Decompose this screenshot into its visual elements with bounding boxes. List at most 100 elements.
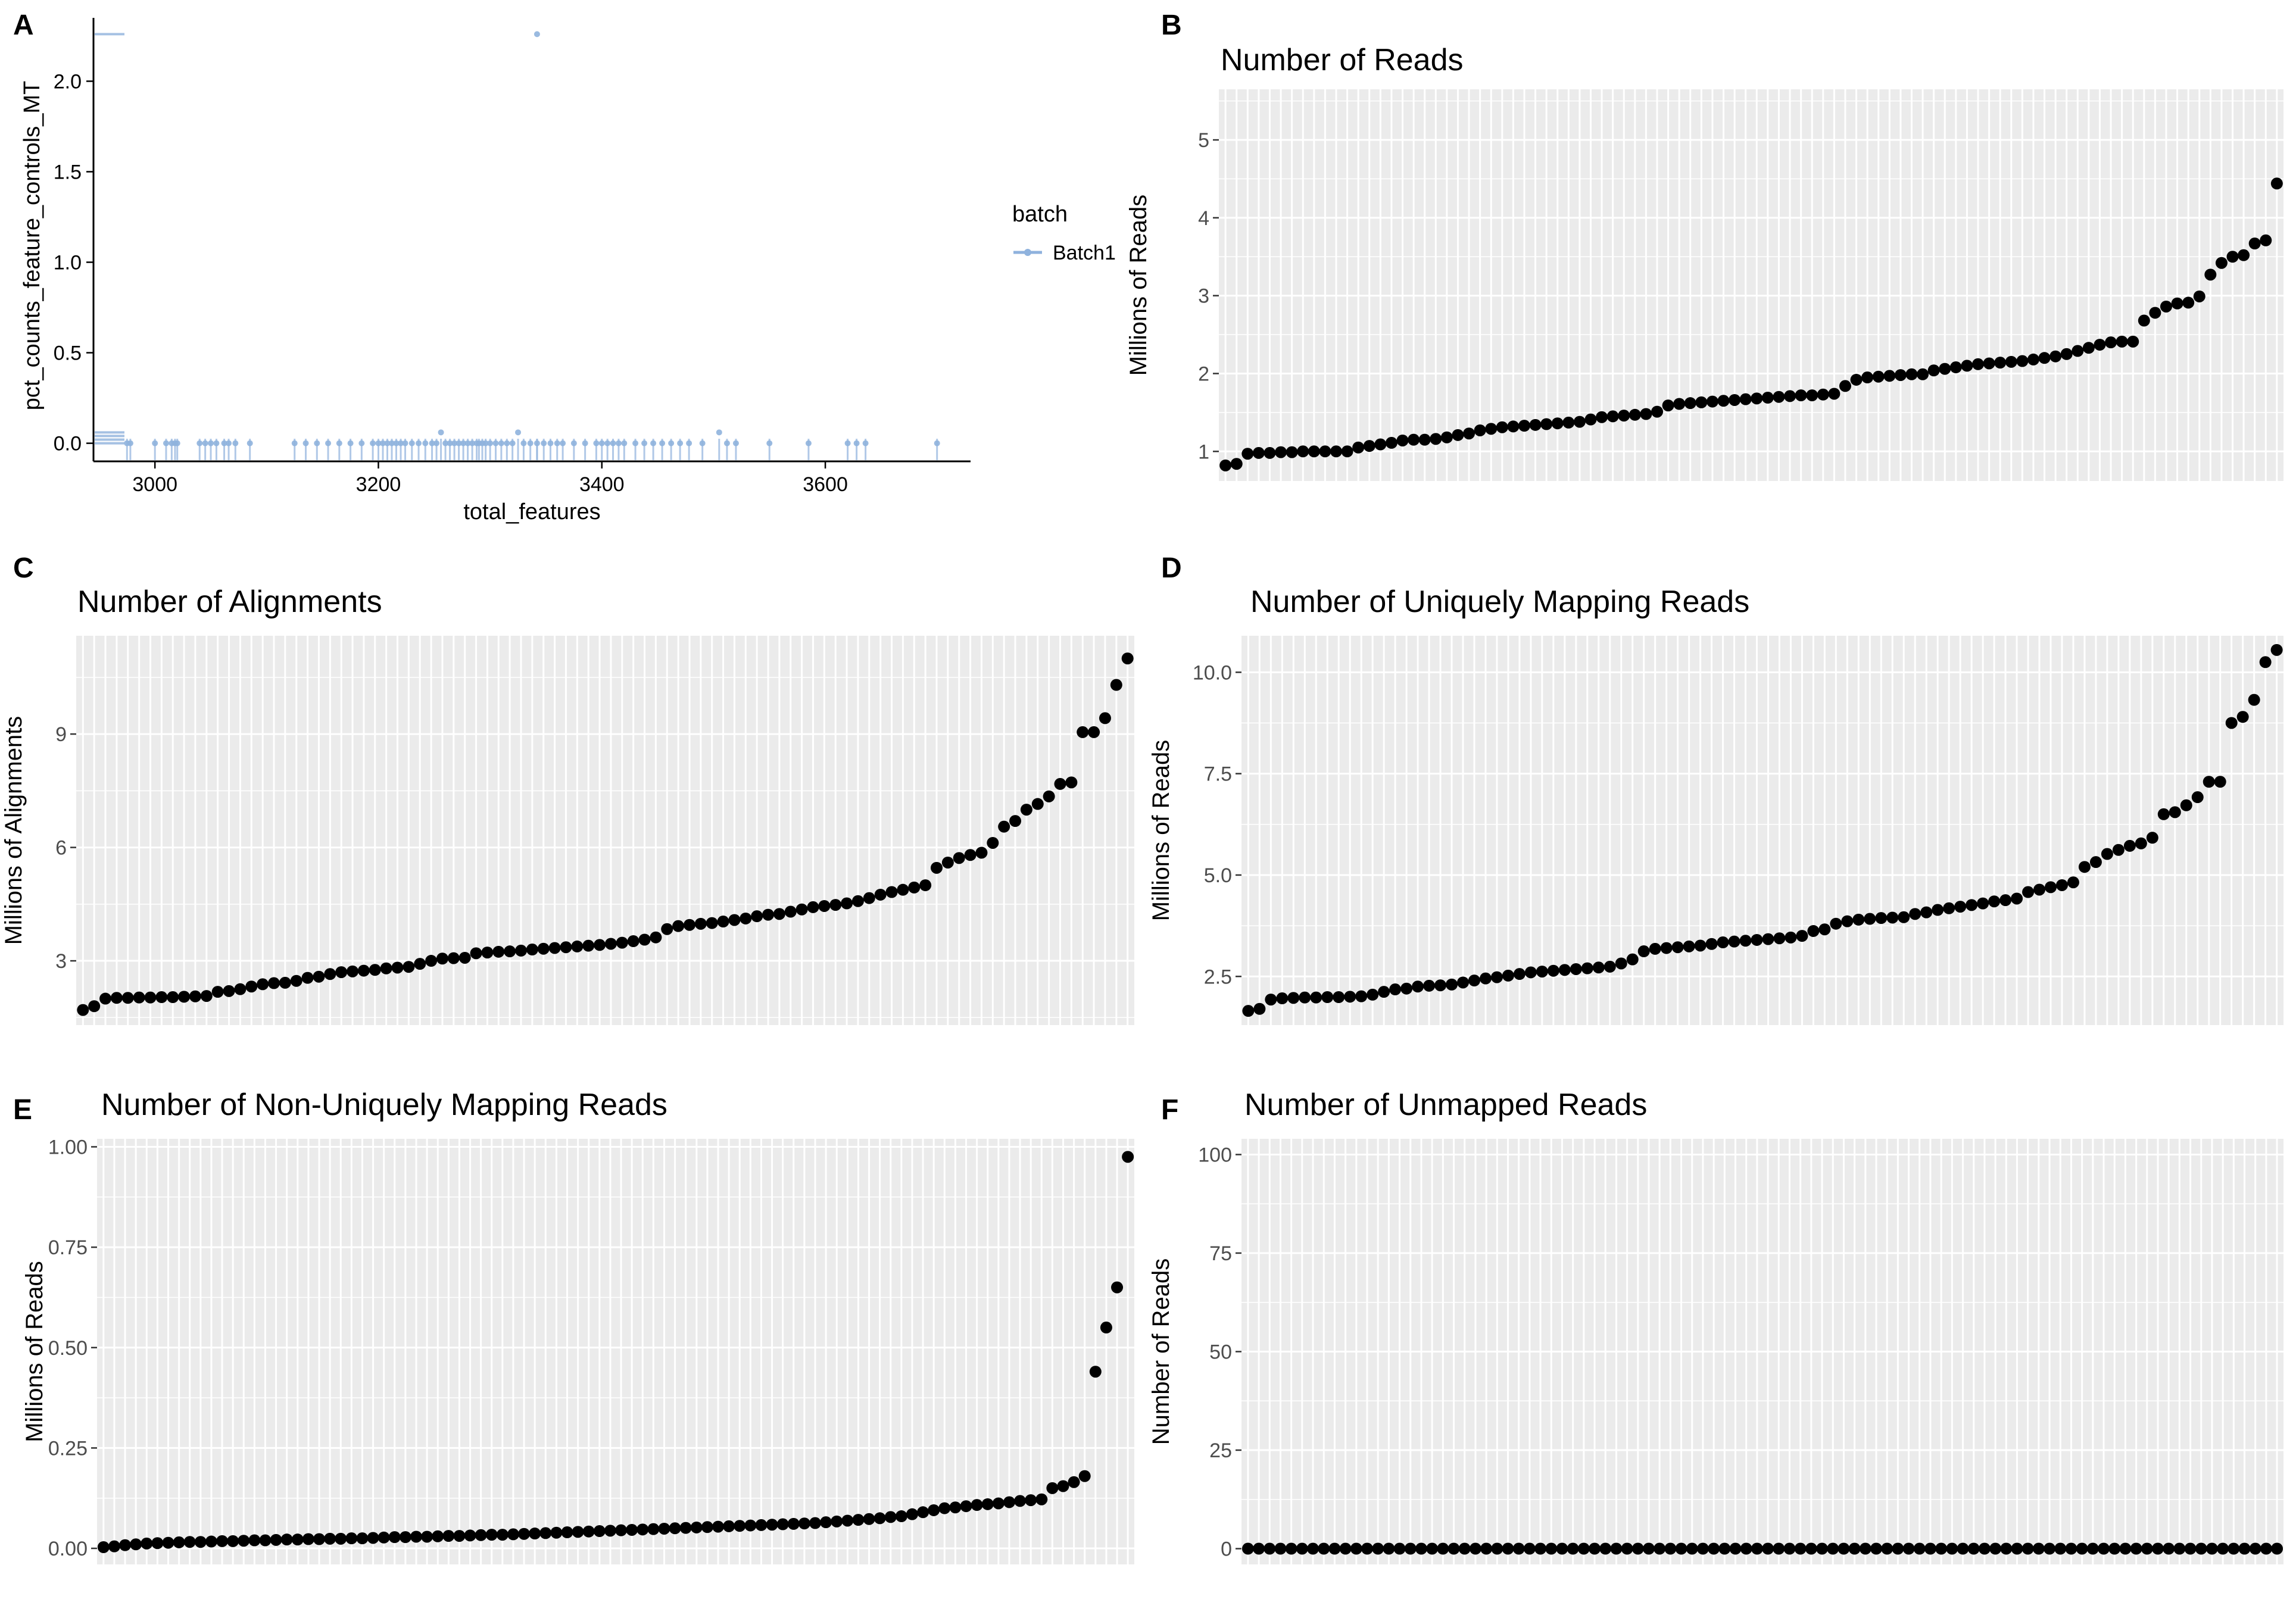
data-point [1480, 1542, 1493, 1555]
data-point [1637, 945, 1650, 958]
data-point [807, 901, 819, 913]
data-point [2238, 1542, 2251, 1555]
data-point [829, 899, 842, 911]
data-point [1618, 410, 1630, 422]
data-point [1479, 972, 1492, 985]
data-point [1631, 1542, 1644, 1555]
data-point [518, 1528, 531, 1540]
data-point [1507, 420, 1520, 433]
data-point [357, 964, 370, 977]
data-point [248, 1534, 261, 1547]
data-point [874, 888, 887, 901]
data-point [1319, 445, 1331, 458]
y-tick-label: 100 [1198, 1144, 1232, 1166]
data-point [347, 965, 359, 977]
data-point [77, 1004, 89, 1016]
data-point [388, 1531, 401, 1544]
data-point [1418, 433, 1431, 446]
data-point [1502, 969, 1514, 982]
data-point [805, 440, 812, 446]
data-point [1751, 1542, 1763, 1555]
data-point [1949, 361, 1962, 374]
data-point [2259, 656, 2272, 669]
data-point [650, 931, 662, 944]
data-point [1806, 389, 1818, 402]
data-point [1025, 1494, 1037, 1507]
data-point [930, 861, 943, 874]
panel-title: Number of Uniquely Mapping Reads [1250, 585, 1749, 619]
data-point [152, 440, 158, 446]
data-point [1740, 1542, 1752, 1555]
data-point [422, 440, 429, 446]
y-tick-label: 3 [1198, 285, 1209, 308]
data-point [302, 440, 309, 446]
data-point [1088, 726, 1100, 738]
data-point [561, 1526, 573, 1539]
panel-b: B 1 2 3 4 5 Number of Reads Millions of Reads [1125, 10, 2283, 481]
data-point [1361, 1542, 1374, 1555]
data-point [1014, 1495, 1027, 1507]
data-point [1886, 911, 1899, 924]
panel-e: E 0.00 0.25 0.50 0.75 1.00 Number of Non-Uniqu… [13, 1088, 1134, 1564]
data-point [706, 917, 718, 929]
data-point [509, 440, 516, 446]
data-point [1577, 1542, 1590, 1555]
data-point [2163, 1542, 2175, 1555]
data-point [447, 952, 460, 964]
panel-title: Number of Reads [1221, 43, 1464, 77]
data-point [1463, 427, 1475, 440]
data-point [1423, 979, 1436, 992]
data-point [1905, 368, 1918, 380]
data-point [2022, 886, 2035, 898]
data-point [1077, 726, 1089, 738]
panel-letter: D [1161, 552, 1182, 584]
data-point [458, 951, 471, 964]
data-point [831, 1515, 843, 1528]
data-point [928, 1504, 940, 1516]
data-point [324, 968, 336, 980]
data-point [1490, 971, 1503, 983]
data-point [1110, 679, 1122, 691]
data-point [421, 1530, 433, 1543]
data-point [464, 440, 471, 446]
data-point [99, 992, 112, 1005]
data-point [594, 939, 606, 951]
data-point [1902, 1542, 1915, 1555]
data-point [1664, 1542, 1677, 1555]
data-point [414, 958, 426, 970]
data-point [196, 440, 203, 446]
data-point [796, 903, 808, 916]
data-point [1917, 368, 1929, 380]
data-point [1827, 1542, 1839, 1555]
data-point [732, 440, 739, 446]
data-point [534, 31, 540, 38]
data-point [2119, 1542, 2132, 1555]
data-point [130, 1538, 142, 1551]
data-point [227, 1535, 239, 1547]
data-point [844, 440, 851, 446]
data-point [1660, 942, 1673, 954]
data-point [701, 1521, 713, 1533]
data-point [593, 1525, 606, 1538]
panel-letter: B [1161, 10, 1182, 41]
data-point [1830, 917, 1842, 930]
data-point [949, 1501, 962, 1514]
data-point [324, 1532, 336, 1545]
data-point [550, 1526, 563, 1539]
y-tick-label: 9 [55, 723, 67, 746]
data-point [975, 847, 988, 859]
data-point [2005, 355, 2017, 368]
data-point [690, 1521, 703, 1533]
data-point [1122, 1151, 1134, 1163]
y-tick-label: 50 [1209, 1341, 1232, 1364]
data-point [1838, 1542, 1850, 1555]
data-point [1961, 360, 1973, 372]
data-point [313, 1533, 326, 1545]
data-point [539, 1527, 552, 1539]
data-point [981, 1498, 994, 1510]
data-point [1385, 436, 1397, 449]
data-point [1805, 1542, 1817, 1555]
data-point [1696, 1542, 1709, 1555]
data-point [941, 856, 954, 869]
data-point [964, 849, 977, 861]
